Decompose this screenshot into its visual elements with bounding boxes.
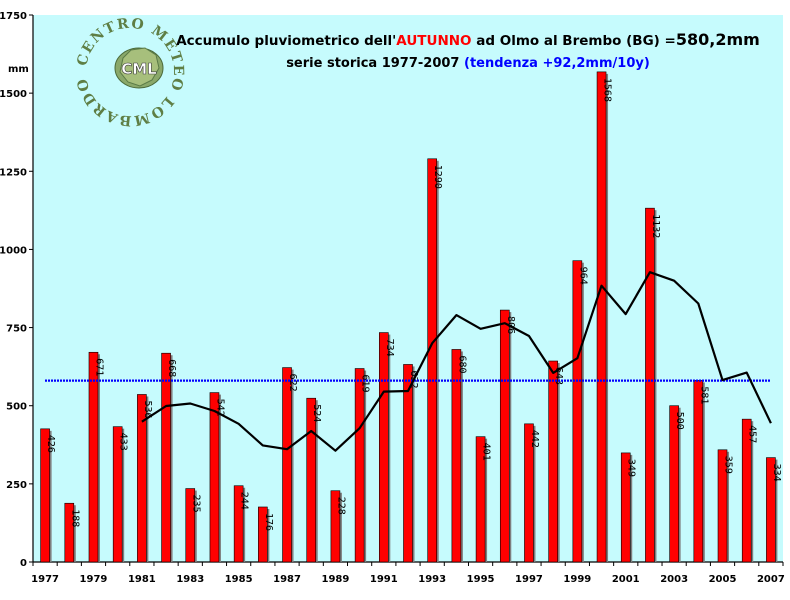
- bar-value-label: 401: [481, 443, 492, 461]
- bar-value-label: 542: [214, 399, 225, 417]
- bar-value-label: 622: [287, 374, 298, 392]
- logo-text: CML: [121, 60, 157, 78]
- bar-series: [40, 71, 778, 563]
- chart-subtitle: serie storica 1977-2007 (tendenza +92,2m…: [286, 56, 650, 71]
- bar-value-label: 244: [239, 492, 250, 510]
- bar: [258, 506, 268, 563]
- x-tick-label: 2007: [757, 574, 785, 585]
- bar-value-label: 349: [626, 459, 637, 477]
- bar: [741, 418, 752, 563]
- bar: [354, 368, 365, 563]
- bar: [548, 360, 558, 563]
- y-tick-label: 750: [6, 324, 27, 335]
- y-tick-label: 500: [6, 402, 27, 413]
- bar: [499, 309, 510, 563]
- x-tick-label: 1985: [225, 574, 253, 585]
- bar-value-label: 619: [360, 375, 371, 393]
- bar-value-label: 536: [142, 400, 153, 418]
- y-tick-label: 1750: [0, 11, 27, 22]
- y-tick-label: 1000: [0, 245, 27, 256]
- bar: [64, 502, 75, 563]
- bar: [330, 490, 341, 563]
- bar: [403, 364, 413, 563]
- bar: [451, 349, 462, 563]
- y-tick-label: 250: [6, 480, 27, 491]
- y-axis-label: mm: [8, 64, 29, 75]
- bar-value-label: 964: [577, 267, 588, 285]
- bar-value-label: 359: [723, 456, 734, 474]
- bar: [693, 380, 704, 563]
- x-tick-label: 1995: [467, 574, 495, 585]
- x-tick-label: 2005: [709, 574, 737, 585]
- bar: [282, 367, 292, 563]
- bar: [596, 71, 607, 563]
- x-tick-label: 2001: [612, 574, 640, 585]
- bar-value-label: 334: [771, 464, 782, 482]
- bar-value-label: 581: [698, 386, 709, 404]
- bar: [669, 405, 679, 563]
- bar-value-label: 734: [384, 339, 395, 357]
- bar: [427, 158, 437, 563]
- bar-value-label: 500: [674, 412, 685, 430]
- x-tick-label: 1983: [176, 574, 204, 585]
- x-tick-label: 1991: [370, 574, 398, 585]
- bar: [88, 351, 99, 563]
- bar-value-label: 671: [93, 358, 104, 376]
- bar-value-label: 176: [263, 513, 274, 531]
- bar: [620, 452, 631, 563]
- y-axis: 0 250 500 750 1000 1250 1500 1750: [0, 11, 34, 569]
- bar: [475, 436, 486, 563]
- bar: [161, 352, 171, 563]
- x-tick-label: 1989: [321, 574, 349, 585]
- bar: [209, 392, 220, 563]
- x-tick-label: 1993: [418, 574, 446, 585]
- bar: [185, 488, 196, 563]
- bar: [233, 485, 244, 563]
- bar: [717, 449, 728, 563]
- bar-value-label: 235: [190, 495, 201, 513]
- x-tick-label: 1979: [80, 574, 108, 585]
- bar: [137, 394, 147, 563]
- bar: [112, 426, 123, 563]
- bar-value-label: 1568: [602, 78, 613, 102]
- bar-value-label: 680: [456, 355, 467, 373]
- x-tick-label: 1981: [128, 574, 156, 585]
- bar: [306, 397, 317, 563]
- x-tick-label: 1987: [273, 574, 301, 585]
- y-tick-label: 1250: [0, 167, 27, 178]
- bar: [766, 457, 776, 563]
- bar-value-label: 188: [69, 509, 80, 527]
- y-tick-label: 1500: [0, 89, 27, 100]
- bar-value-label: 1290: [432, 165, 443, 189]
- bar-value-label: 442: [529, 430, 540, 448]
- bar: [40, 428, 50, 563]
- x-tick-label: 1999: [563, 574, 591, 585]
- bar: [572, 260, 583, 563]
- bar-value-label: 228: [335, 497, 346, 515]
- moving-average-line: [141, 271, 772, 452]
- bar: [379, 332, 389, 563]
- x-axis: 1977 1979 1981 1983 1985 1987 1989 1991 1993 1995…: [31, 561, 785, 585]
- x-tick-label: 2003: [660, 574, 688, 585]
- bar-value-label: 643: [553, 367, 564, 385]
- bar-value-label: 524: [311, 404, 322, 422]
- chart-title: Accumulo pluviometrico dell'AUTUNNO ad O…: [176, 30, 760, 49]
- bar-value-label: 433: [118, 433, 129, 451]
- x-tick-label: 1977: [31, 574, 59, 585]
- bar-value-label: 1132: [650, 214, 661, 238]
- x-tick-label: 1997: [515, 574, 543, 585]
- bar-value-label: 426: [45, 435, 56, 453]
- bar: [524, 423, 534, 563]
- bar-value-label: 457: [747, 425, 758, 443]
- y-tick-label: 0: [20, 558, 27, 569]
- bar-value-label: 668: [166, 359, 177, 377]
- bar: [645, 207, 655, 563]
